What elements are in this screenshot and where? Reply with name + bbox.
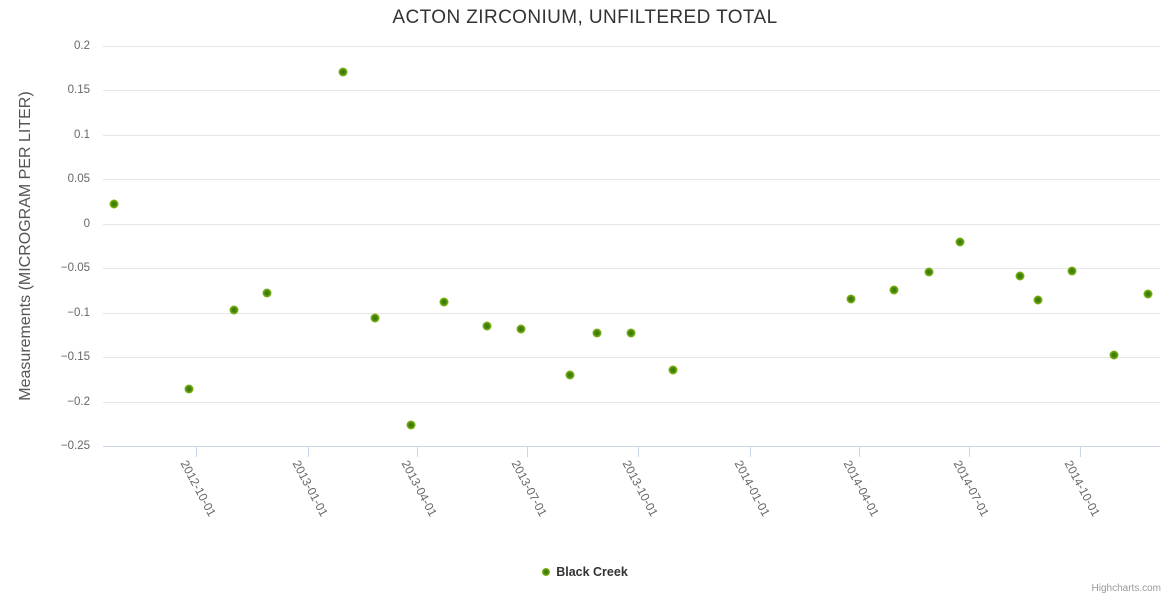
x-tick-label: 2012-10-01 (177, 458, 220, 519)
x-tick-label: 2014-07-01 (950, 458, 992, 519)
x-tick-mark (416, 447, 418, 457)
legend-item-black-creek[interactable]: Black Creek (542, 565, 628, 579)
y-tick-label: 0.1 (74, 128, 90, 141)
y-gridline (103, 357, 1160, 359)
data-point[interactable] (262, 288, 271, 298)
data-point[interactable] (370, 313, 380, 323)
x-tick-label: 2013-07-01 (508, 458, 550, 519)
data-point[interactable] (184, 384, 194, 394)
data-point[interactable] (439, 297, 449, 307)
chart-title: ACTON ZIRCONIUM, UNFILTERED TOTAL (392, 7, 778, 28)
legend-label: Black Creek (556, 565, 628, 579)
data-point[interactable] (1033, 295, 1043, 305)
data-point[interactable] (338, 67, 348, 77)
y-gridline (103, 268, 1160, 270)
y-gridline (103, 401, 1160, 403)
y-gridline (103, 179, 1160, 181)
data-point[interactable] (1015, 271, 1025, 281)
y-tick-label: −0.15 (60, 351, 90, 364)
data-point[interactable] (626, 328, 636, 338)
y-gridline (103, 134, 1160, 136)
series-marker-icon (542, 568, 551, 576)
data-point[interactable] (109, 199, 119, 209)
data-point[interactable] (229, 305, 239, 315)
x-axis-line (103, 446, 1160, 447)
data-point[interactable] (482, 321, 492, 331)
data-point[interactable] (846, 294, 856, 304)
data-point[interactable] (889, 285, 899, 295)
y-gridline (103, 223, 1160, 225)
x-tick-label: 2013-10-01 (619, 458, 662, 519)
data-point[interactable] (406, 420, 415, 430)
y-tick-label: −0.1 (67, 306, 90, 319)
x-tick-mark (307, 447, 309, 457)
data-point[interactable] (1067, 266, 1077, 276)
x-tick-mark (526, 447, 528, 457)
data-point[interactable] (1109, 350, 1119, 360)
y-tick-label: 0.15 (67, 84, 90, 97)
x-tick-mark (638, 447, 640, 457)
data-point[interactable] (516, 324, 526, 334)
data-point[interactable] (924, 267, 934, 277)
y-tick-label: 0.05 (67, 173, 90, 186)
y-tick-label: −0.05 (60, 262, 90, 275)
x-tick-mark (749, 447, 751, 457)
y-tick-label: −0.25 (60, 440, 90, 452)
x-tick-mark (196, 447, 198, 457)
x-tick-label: 2013-01-01 (289, 458, 331, 519)
legend: Black Creek (0, 561, 1170, 583)
data-point[interactable] (955, 237, 965, 247)
highcharts-credits[interactable]: Highcharts.com (1091, 583, 1161, 594)
x-tick-label: 2014-01-01 (731, 458, 773, 519)
x-tick-label: 2014-10-01 (1061, 458, 1103, 519)
x-tick-mark (858, 447, 860, 457)
y-tick-label: −0.2 (67, 395, 90, 408)
x-tick-label: 2013-04-01 (398, 458, 440, 519)
y-gridline (103, 312, 1160, 314)
data-point[interactable] (592, 328, 602, 338)
x-tick-mark (1080, 447, 1082, 457)
data-point[interactable] (668, 365, 678, 375)
y-gridline (103, 46, 1160, 47)
data-point[interactable] (1143, 289, 1153, 299)
x-tick-label: 2014-04-01 (840, 458, 882, 519)
data-point[interactable] (565, 370, 575, 380)
y-tick-label: 0 (83, 217, 90, 230)
x-tick-mark (968, 447, 970, 457)
y-gridline (103, 90, 1160, 92)
y-tick-label: 0.2 (74, 40, 90, 52)
